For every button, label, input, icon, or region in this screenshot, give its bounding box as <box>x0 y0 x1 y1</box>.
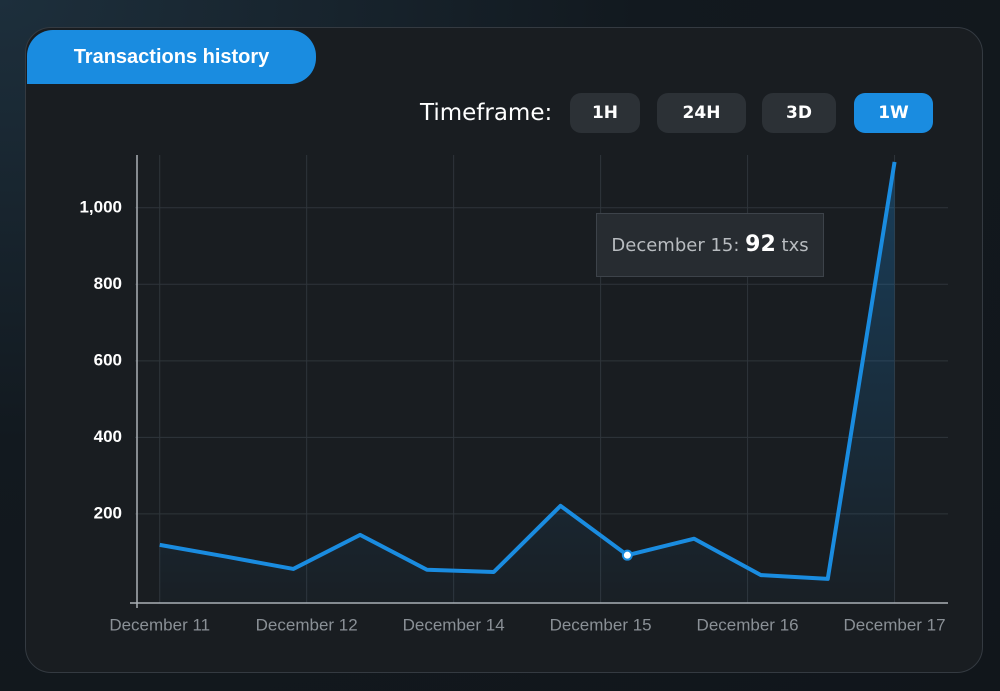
x-tick-label: December 17 <box>844 615 946 634</box>
tooltip-unit: txs <box>781 235 809 256</box>
y-tick-label: 1,000 <box>79 197 122 216</box>
x-tick-label: December 15 <box>550 615 652 634</box>
x-tick-label: December 14 <box>403 615 505 634</box>
tooltip: December 15: 92 txs <box>596 213 824 277</box>
y-tick-label: 400 <box>94 427 122 446</box>
timeframe-button[interactable]: 1W <box>854 93 933 133</box>
x-tick-label: December 12 <box>256 615 358 634</box>
y-tick-label: 600 <box>94 350 122 369</box>
timeframe-label: Timeframe: <box>420 100 553 126</box>
x-tick-label: December 11 <box>109 615 210 634</box>
tooltip-value: 92 <box>745 232 776 257</box>
y-tick-label: 800 <box>94 274 122 293</box>
tooltip-label: December 15: <box>611 235 740 256</box>
timeframe-button[interactable]: 24H <box>657 93 746 133</box>
title: Transactions history <box>27 30 316 84</box>
x-tick-label: December 16 <box>697 615 799 634</box>
timeframe-button[interactable]: 3D <box>762 93 836 133</box>
y-tick-label: 200 <box>94 503 122 522</box>
line <box>159 161 897 581</box>
timeframe-button[interactable]: 1H <box>570 93 640 133</box>
hover-point <box>621 549 633 561</box>
